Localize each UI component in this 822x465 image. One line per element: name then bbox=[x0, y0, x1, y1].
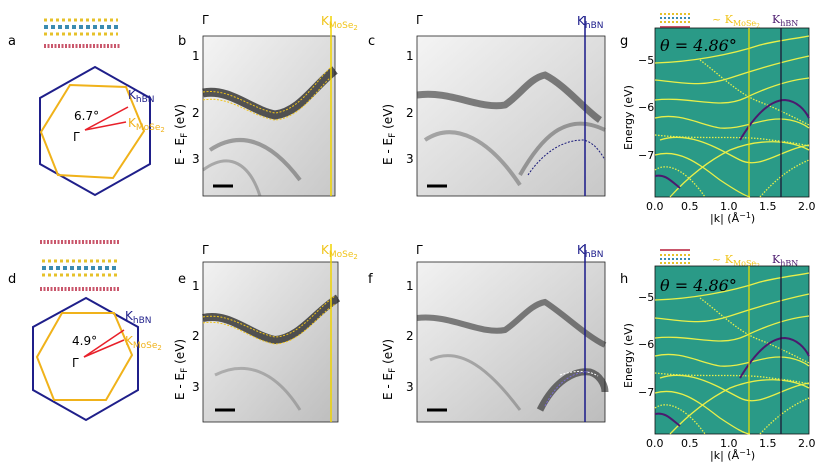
twist-angle-theta: θ = 4.86° bbox=[660, 276, 737, 295]
gamma-point-label: Γ bbox=[72, 356, 79, 370]
energy-ticks-f: 1 2 3 bbox=[406, 279, 414, 394]
svg-text:2: 2 bbox=[192, 329, 200, 343]
svg-text:1: 1 bbox=[406, 49, 414, 63]
theory-xticks-g: 0.0 0.5 1.0 1.5 2.0 bbox=[646, 200, 816, 213]
energy-axis-label: E - EF (eV) bbox=[173, 104, 190, 165]
svg-text:1: 1 bbox=[406, 279, 414, 293]
theory-plot-g bbox=[654, 27, 810, 198]
theory-xlabel: |k| (Å−1) bbox=[710, 448, 755, 462]
atomic-structure-bottom bbox=[40, 240, 120, 291]
k-mose2-label: KMoSe2 bbox=[128, 116, 165, 134]
gamma-label: Γ bbox=[202, 13, 209, 27]
svg-text:2: 2 bbox=[406, 329, 414, 343]
angle-line bbox=[83, 329, 125, 358]
svg-text:0.5: 0.5 bbox=[681, 437, 699, 450]
panel-label-a: a bbox=[8, 34, 16, 49]
svg-text:2.0: 2.0 bbox=[798, 200, 816, 213]
panel-label-c: c bbox=[368, 34, 375, 49]
atomic-structure-top bbox=[44, 18, 120, 48]
svg-text:3: 3 bbox=[406, 380, 414, 394]
angle-line bbox=[84, 106, 129, 131]
gamma-point-label: Γ bbox=[73, 130, 80, 144]
svg-text:3: 3 bbox=[192, 380, 200, 394]
energy-ticks-c: 1 2 3 bbox=[406, 49, 414, 166]
arpes-panel-c bbox=[416, 16, 606, 197]
theory-yticks-h: −5 −6 −7 bbox=[638, 291, 654, 399]
panel-label-e: e bbox=[178, 272, 186, 287]
svg-text:1.0: 1.0 bbox=[720, 200, 738, 213]
mose2-layer bbox=[42, 259, 118, 277]
svg-text:−5: −5 bbox=[638, 291, 654, 304]
svg-text:2.0: 2.0 bbox=[798, 437, 816, 450]
k-hbn-marker: KhBN bbox=[577, 14, 604, 31]
svg-text:0.0: 0.0 bbox=[646, 437, 664, 450]
energy-axis-label: E - EF (eV) bbox=[173, 339, 190, 400]
gamma-label: Γ bbox=[416, 13, 423, 27]
arpes-panel-e bbox=[202, 244, 341, 423]
panel-label-f: f bbox=[368, 272, 373, 287]
svg-text:−6: −6 bbox=[638, 338, 654, 351]
energy-axis-label: E - EF (eV) bbox=[381, 339, 398, 400]
theory-plot-h bbox=[654, 265, 810, 435]
gamma-label: Γ bbox=[416, 243, 423, 257]
svg-text:1.0: 1.0 bbox=[720, 437, 738, 450]
gamma-label: Γ bbox=[202, 243, 209, 257]
mini-structure-h bbox=[660, 249, 690, 269]
twist-angle-label: 4.9° bbox=[72, 334, 97, 348]
energy-ticks-b: 1 2 3 bbox=[192, 49, 200, 166]
svg-text:1: 1 bbox=[192, 279, 200, 293]
angle-line bbox=[83, 339, 125, 358]
k-hbn-marker: KhBN bbox=[577, 243, 604, 260]
hbn-hexagon bbox=[32, 296, 139, 422]
svg-text:0.0: 0.0 bbox=[646, 200, 664, 213]
svg-text:2: 2 bbox=[406, 106, 414, 120]
theory-ylabel: Energy (eV) bbox=[622, 323, 635, 388]
twist-angle-theta: θ = 4.86° bbox=[660, 36, 737, 55]
svg-text:0.5: 0.5 bbox=[681, 200, 699, 213]
svg-text:1: 1 bbox=[192, 49, 200, 63]
svg-text:−7: −7 bbox=[638, 149, 654, 162]
approx-k-mose2-label: ~ KMoSe2 bbox=[712, 13, 760, 30]
theory-yticks-g: −5 −6 −7 bbox=[638, 54, 654, 162]
hbn-hexagon bbox=[39, 65, 151, 197]
theory-ylabel: Energy (eV) bbox=[622, 85, 635, 150]
svg-text:3: 3 bbox=[192, 152, 200, 166]
k-mose2-marker: KMoSe2 bbox=[321, 14, 358, 32]
brillouin-zone-top: Γ 6.7° KhBN KMoSe2 bbox=[39, 65, 165, 197]
svg-text:2: 2 bbox=[192, 106, 200, 120]
panel-label-g: g bbox=[620, 34, 628, 49]
svg-text:3: 3 bbox=[406, 152, 414, 166]
theory-xlabel: |k| (Å−1) bbox=[710, 211, 755, 225]
k-mose2-label: KMoSe2 bbox=[125, 334, 162, 352]
mose2-layer bbox=[44, 18, 118, 36]
svg-text:1.5: 1.5 bbox=[759, 437, 777, 450]
twist-angle-label: 6.7° bbox=[74, 109, 99, 123]
brillouin-zone-bottom: Γ 4.9° KhBN KMoSe2 bbox=[32, 296, 162, 422]
k-mose2-marker: KMoSe2 bbox=[321, 243, 358, 261]
k-hbn-label: KhBN bbox=[128, 88, 155, 105]
mose2-hexagon bbox=[35, 312, 134, 401]
mose2-hexagon bbox=[39, 83, 146, 180]
mini-structure-g bbox=[660, 13, 690, 28]
energy-ticks-e: 1 2 3 bbox=[192, 279, 200, 394]
k-hbn-theory-label: KhBN bbox=[772, 253, 798, 268]
panel-label-d: d bbox=[8, 272, 16, 287]
panel-label-b: b bbox=[178, 34, 186, 49]
theory-xticks-h: 0.0 0.5 1.0 1.5 2.0 bbox=[646, 437, 816, 450]
energy-axis-label: E - EF (eV) bbox=[381, 104, 398, 165]
arpes-panel-b bbox=[202, 16, 338, 197]
svg-text:−7: −7 bbox=[638, 386, 654, 399]
k-hbn-label: KhBN bbox=[125, 309, 152, 326]
arpes-panel-f bbox=[416, 244, 609, 423]
panel-label-h: h bbox=[620, 272, 628, 287]
angle-line bbox=[84, 121, 127, 131]
svg-text:1.5: 1.5 bbox=[759, 200, 777, 213]
k-hbn-theory-label: KhBN bbox=[772, 13, 798, 28]
svg-text:−5: −5 bbox=[638, 54, 654, 67]
svg-text:−6: −6 bbox=[638, 101, 654, 114]
